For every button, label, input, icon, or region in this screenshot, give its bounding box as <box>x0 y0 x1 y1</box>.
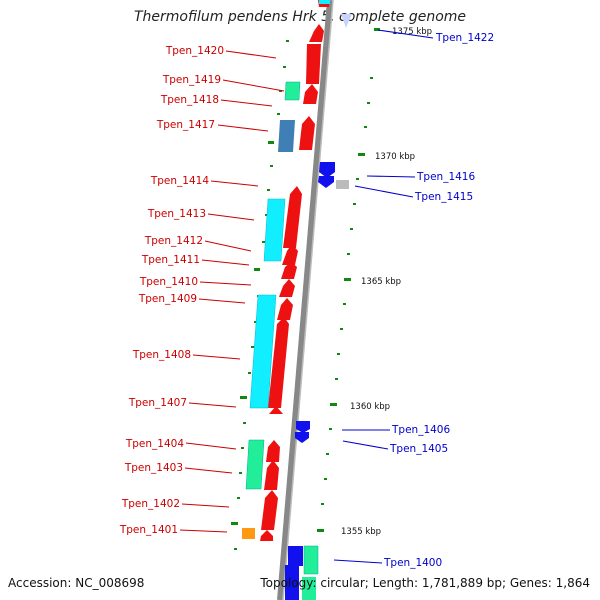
gene-label[interactable]: Tpen_1406 <box>391 424 450 436</box>
left-blocks <box>242 0 330 539</box>
gene-label[interactable]: Tpen_1418 <box>160 94 219 106</box>
gene-label[interactable]: Tpen_1404 <box>125 438 184 450</box>
gene-label[interactable]: Tpen_1407 <box>128 397 187 409</box>
gene-label[interactable]: Tpen_1415 <box>414 191 473 203</box>
gene-label[interactable]: Tpen_1417 <box>156 119 215 131</box>
gene-label[interactable]: Tpen_1403 <box>124 462 183 474</box>
gene-label[interactable]: Tpen_1416 <box>416 171 475 183</box>
right-label-leaders <box>333 29 434 564</box>
gene-label[interactable]: Tpen_1422 <box>435 32 494 44</box>
left-gene-labels: Tpen_1420 Tpen_1419 Tpen_1418 Tpen_1417 … <box>119 45 224 536</box>
forward-genes <box>260 0 330 541</box>
left-label-leaders <box>179 50 285 533</box>
gene-label[interactable]: Tpen_1414 <box>150 175 209 187</box>
scale-label: 1365 kbp <box>361 277 401 287</box>
right-gene-labels: Tpen_1422 Tpen_1416 Tpen_1415 Tpen_1406 … <box>383 32 494 569</box>
gene-label[interactable]: Tpen_1411 <box>141 254 200 266</box>
gene-label[interactable]: Tpen_1410 <box>139 276 198 288</box>
gene-label[interactable]: Tpen_1401 <box>119 524 178 536</box>
gene-label[interactable]: Tpen_1405 <box>389 443 448 455</box>
tick-marks-right <box>317 28 380 532</box>
topology-text: Topology: circular; Length: 1,781,889 bp… <box>260 576 590 590</box>
reverse-genes <box>285 14 352 600</box>
accession-text: Accession: NC_008698 <box>8 576 145 590</box>
tick-marks-left <box>231 40 289 550</box>
scale-label: 1375 kbp <box>392 27 432 37</box>
map-title: Thermofilum pendens Hrk 5, complete geno… <box>133 9 467 25</box>
scale-label: 1360 kbp <box>350 402 390 412</box>
genome-backbone <box>277 0 333 600</box>
gene-label[interactable]: Tpen_1413 <box>147 208 206 220</box>
gene-label[interactable]: Tpen_1400 <box>383 557 442 569</box>
gene-label[interactable]: Tpen_1402 <box>121 498 180 510</box>
gene-label[interactable]: Tpen_1409 <box>138 293 197 305</box>
scale-label: 1370 kbp <box>375 152 415 162</box>
gene-label[interactable]: Tpen_1408 <box>132 349 191 361</box>
gene-label[interactable]: Tpen_1419 <box>162 74 221 86</box>
scale-label: 1355 kbp <box>341 527 381 537</box>
gene-label[interactable]: Tpen_1420 <box>165 45 224 57</box>
gene-label[interactable]: Tpen_1412 <box>144 235 203 247</box>
